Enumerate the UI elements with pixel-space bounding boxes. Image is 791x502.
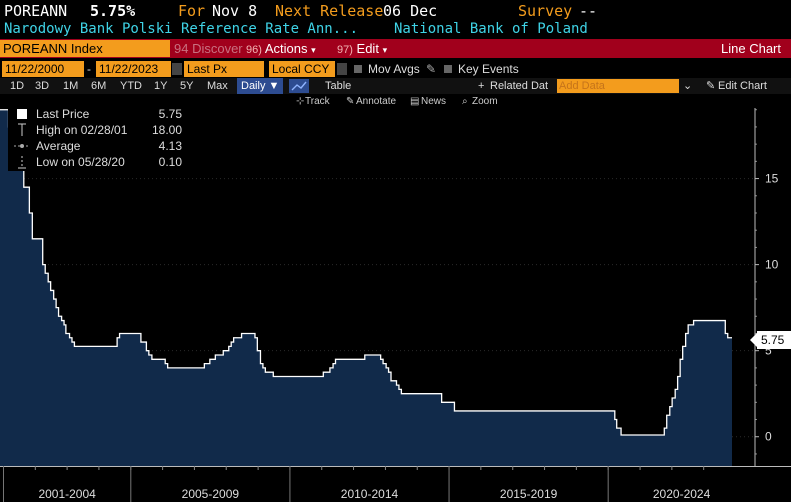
legend-last-price: Last Price 5.75 <box>8 106 186 122</box>
frequency-label: Daily <box>241 80 266 92</box>
high-marker-icon <box>18 123 26 136</box>
related-data-button[interactable]: Related Dat <box>490 80 549 92</box>
discover-button[interactable]: 94 Discover <box>174 41 243 56</box>
ticker-label: POREANN <box>4 2 68 20</box>
edit-number: 97) <box>337 44 353 56</box>
start-date-input[interactable]: 11/22/2000 <box>2 61 84 77</box>
x-period-label: 2020-2024 <box>653 487 711 501</box>
table-button[interactable]: Table <box>325 80 352 92</box>
last-value-tag: 5.75 <box>750 331 791 349</box>
news-button[interactable]: News <box>421 96 447 107</box>
calendar-icon[interactable] <box>172 63 182 75</box>
rate-area <box>0 109 732 466</box>
period-6m[interactable]: 6M <box>91 80 107 92</box>
chart-legend: Last Price 5.75 High on 02/28/01 18.00 A… <box>8 106 186 171</box>
rate-chart[interactable]: 0 5 10 15 2001-2004 2005-2009 2010-2014 2015-2… <box>0 108 791 502</box>
actions-number: 96) <box>246 44 262 56</box>
actions-label: Actions <box>264 41 308 56</box>
period-row: 1D 3D 1M 6M YTD 1Y 5Y Max Daily ▼ Table … <box>0 78 791 94</box>
frequency-select[interactable]: Daily ▼ <box>237 78 284 94</box>
chart-settings-row: 11/22/2000 - 11/22/2023 Last Px Local CC… <box>0 61 791 77</box>
zoom-icon[interactable]: ⌕ <box>462 96 468 107</box>
legend-high-value: 18.00 <box>151 123 182 137</box>
y-axis: 0 5 10 15 <box>754 108 779 466</box>
low-marker-icon <box>18 156 26 169</box>
pencil-icon[interactable]: ✎ <box>706 80 716 92</box>
legend-low-label: Low on 05/28/20 <box>36 155 125 169</box>
edit-chart-button[interactable]: Edit Chart <box>718 80 767 92</box>
legend-average: Average 4.13 <box>8 138 186 154</box>
end-date-input[interactable]: 11/22/2023 <box>96 61 171 77</box>
legend-avg-label: Average <box>36 139 81 153</box>
average-marker-icon <box>14 144 30 148</box>
mov-avgs-label: Mov Avgs <box>368 62 420 76</box>
chevron-down-icon[interactable] <box>337 63 347 75</box>
add-data-input[interactable]: Add Data <box>557 79 679 93</box>
command-toolbar: POREANN Index 94 Discover 96) Actions ▾ … <box>0 39 791 58</box>
next-release-date: 06 Dec <box>383 2 438 20</box>
period-max[interactable]: Max <box>207 80 228 92</box>
legend-high: High on 02/28/01 18.00 <box>8 122 186 138</box>
zoom-button[interactable]: Zoom <box>472 96 498 107</box>
rate-line <box>0 109 732 436</box>
legend-high-label: High on 02/28/01 <box>36 123 128 137</box>
legend-last-value: 5.75 <box>158 107 182 121</box>
field-select[interactable]: Last Px <box>184 61 264 77</box>
track-icon[interactable]: ⊹ <box>296 96 305 107</box>
period-5y[interactable]: 5Y <box>180 80 194 92</box>
currency-select[interactable]: Local CCY <box>269 61 335 77</box>
legend-last-label: Last Price <box>36 107 90 121</box>
y-tick-label: 15 <box>765 172 779 186</box>
y-tick-label: 5 <box>765 344 772 358</box>
annotation-toolbar: ⊹ Track ✎ Annotate ▤ News ⌕ Zoom <box>0 95 791 109</box>
header-line: POREANN 5.75% For Nov 8 Next Release 06 … <box>0 2 791 22</box>
actions-menu[interactable]: 96) Actions ▾ <box>246 39 316 58</box>
x-period-label: 2010-2014 <box>341 487 399 501</box>
view-title: Line Chart <box>721 41 781 56</box>
edit-menu[interactable]: 97) Edit ▾ <box>337 39 387 58</box>
period-3d[interactable]: 3D <box>35 80 50 92</box>
line-chart-icon[interactable] <box>289 79 309 93</box>
chevron-down-icon[interactable]: ⌄ <box>683 80 693 92</box>
period-1m[interactable]: 1M <box>63 80 79 92</box>
survey-label: Survey <box>518 2 573 20</box>
x-period-label: 2001-2004 <box>38 487 96 501</box>
news-icon[interactable]: ▤ <box>410 96 420 107</box>
current-value: 5.75% <box>90 2 136 20</box>
security-input[interactable]: POREANN Index <box>0 40 170 57</box>
for-label: For <box>178 2 206 20</box>
key-events-label: Key Events <box>458 62 519 76</box>
y-tick-label: 10 <box>765 258 779 272</box>
last-price-swatch-icon <box>17 109 27 119</box>
date-range-dash: - <box>87 62 91 76</box>
chevron-down-icon: ▾ <box>311 45 316 55</box>
legend-avg-value: 4.13 <box>158 139 182 153</box>
pencil-icon[interactable]: ✎ <box>426 62 437 76</box>
legend-low-value: 0.10 <box>158 155 182 169</box>
y-tick-label: 0 <box>765 430 772 444</box>
x-period-label: 2015-2019 <box>500 487 558 501</box>
x-axis: 2001-2004 2005-2009 2010-2014 2015-2019 2020… <box>0 466 791 502</box>
annotate-button[interactable]: Annotate <box>356 96 397 107</box>
description-line: Narodowy Bank Polski Reference Rate Ann.… <box>0 21 791 39</box>
period-ytd[interactable]: YTD <box>120 80 142 92</box>
mov-avgs-checkbox[interactable] <box>354 65 362 73</box>
key-events-checkbox[interactable] <box>444 65 452 73</box>
for-date: Nov 8 <box>212 2 258 20</box>
period-1d[interactable]: 1D <box>10 80 25 92</box>
annotate-icon[interactable]: ✎ <box>346 96 355 107</box>
next-release-label: Next Release <box>275 2 384 20</box>
security-description: Narodowy Bank Polski Reference Rate Ann.… <box>4 21 359 37</box>
period-1y[interactable]: 1Y <box>154 80 168 92</box>
chevron-down-icon: ▾ <box>382 45 388 55</box>
source-name: National Bank of Poland <box>394 21 588 37</box>
survey-value: -- <box>579 2 598 20</box>
x-period-label: 2005-2009 <box>182 487 240 501</box>
track-button[interactable]: Track <box>305 96 330 107</box>
edit-label: Edit <box>356 41 379 56</box>
plus-icon: + <box>478 80 485 92</box>
legend-low: Low on 05/28/20 0.10 <box>8 154 186 170</box>
